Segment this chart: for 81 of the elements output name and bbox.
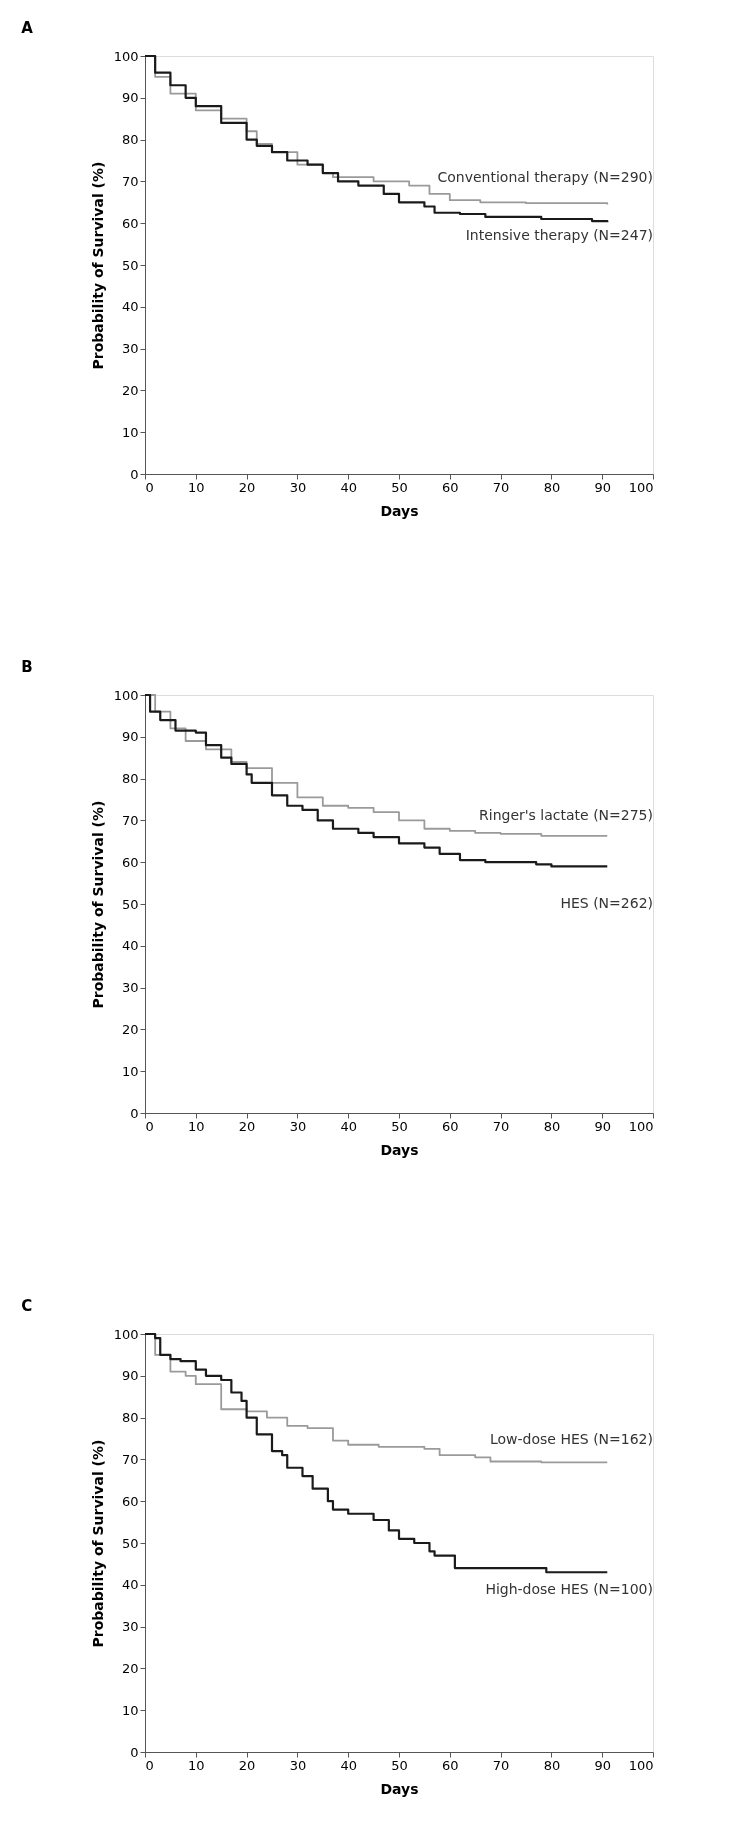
y-axis-title: Probability of Survival (%) <box>89 800 106 1009</box>
x-tick-label: 40 <box>340 1757 357 1773</box>
x-tick-label: 10 <box>188 1118 205 1134</box>
x-tick-label: 80 <box>543 479 561 495</box>
y-tick-label: 80 <box>121 132 139 148</box>
y-tick-label: 30 <box>121 341 139 357</box>
x-tick-label: 50 <box>391 1757 408 1773</box>
y-tick-label: 30 <box>121 1619 139 1635</box>
y-tick-label: 40 <box>121 938 139 954</box>
x-tick-label: 20 <box>238 479 256 495</box>
x-tick-label: 80 <box>543 1118 561 1134</box>
x-tick-label: 90 <box>594 1757 611 1773</box>
x-tick-label: 100 <box>628 479 654 495</box>
x-tick-label: 20 <box>238 1118 256 1134</box>
y-tick-label: 100 <box>113 48 139 64</box>
x-tick-label: 70 <box>492 1757 510 1773</box>
y-tick-label: 90 <box>121 1368 139 1384</box>
y-tick-label: 90 <box>121 90 139 106</box>
y-tick-label: 90 <box>121 729 139 745</box>
y-tick-label: 30 <box>121 980 139 996</box>
x-tick-label: 100 <box>628 1757 654 1773</box>
y-tick-label: 80 <box>121 1410 139 1426</box>
x-tick-label: 20 <box>238 1757 256 1773</box>
y-tick-label: 60 <box>121 215 139 231</box>
x-tick-label: 90 <box>594 479 611 495</box>
y-tick-label: 50 <box>121 896 139 912</box>
chart-title: B <box>21 658 33 676</box>
series-label: Intensive therapy (N=247) <box>465 227 653 244</box>
y-tick-label: 0 <box>130 466 139 482</box>
x-tick-label: 0 <box>145 1757 154 1773</box>
chart-title: A <box>21 19 34 37</box>
x-tick-label: 60 <box>442 1757 459 1773</box>
y-tick-label: 70 <box>121 812 139 828</box>
x-tick-label: 30 <box>289 1757 307 1773</box>
x-tick-label: 70 <box>492 479 510 495</box>
y-tick-label: 40 <box>121 1577 139 1593</box>
y-tick-label: 10 <box>121 1063 139 1079</box>
series-label: Conventional therapy (N=290) <box>437 169 653 186</box>
x-tick-label: 60 <box>442 1118 459 1134</box>
x-tick-label: 50 <box>391 1118 408 1134</box>
y-tick-label: 70 <box>121 173 139 189</box>
y-tick-label: 100 <box>113 687 139 703</box>
y-tick-label: 50 <box>121 257 139 273</box>
y-tick-label: 60 <box>121 1493 139 1509</box>
chart-title: C <box>21 1297 33 1315</box>
y-tick-label: 10 <box>121 1702 139 1718</box>
x-tick-label: 0 <box>145 1118 154 1134</box>
y-tick-label: 100 <box>113 1326 139 1342</box>
y-axis-title: Probability of Survival (%) <box>89 161 106 370</box>
x-tick-label: 60 <box>442 479 459 495</box>
y-tick-label: 50 <box>121 1535 139 1551</box>
y-tick-label: 40 <box>121 299 139 315</box>
y-tick-label: 0 <box>130 1744 139 1760</box>
x-tick-label: 80 <box>543 1757 561 1773</box>
x-tick-label: 30 <box>289 479 307 495</box>
x-tick-label: 10 <box>188 1757 205 1773</box>
x-tick-label: 10 <box>188 479 205 495</box>
text: HES (N=262) <box>560 895 653 912</box>
x-tick-label: 100 <box>628 1118 654 1134</box>
x-tick-label: 70 <box>492 1118 510 1134</box>
y-axis-title: Probability of Survival (%) <box>89 1439 106 1648</box>
y-tick-label: 0 <box>130 1105 139 1121</box>
y-tick-label: 20 <box>121 1660 139 1676</box>
x-tick-label: 90 <box>594 1118 611 1134</box>
y-tick-label: 80 <box>121 771 139 787</box>
series-label: Ringer's lactate (N=275) <box>479 806 653 823</box>
y-tick-label: 70 <box>121 1451 139 1467</box>
series-label: Low-dose HES (N=162) <box>490 1431 653 1448</box>
x-axis-title: Days <box>380 502 419 519</box>
x-axis-title: Days <box>380 1141 419 1158</box>
x-axis-title: Days <box>380 1780 419 1797</box>
x-tick-label: 0 <box>145 479 154 495</box>
y-tick-label: 60 <box>121 854 139 870</box>
y-tick-label: 20 <box>121 382 139 398</box>
y-tick-label: 10 <box>121 424 139 440</box>
x-tick-label: 40 <box>340 1118 357 1134</box>
x-tick-label: 30 <box>289 1118 307 1134</box>
x-tick-label: 40 <box>340 479 357 495</box>
y-tick-label: 20 <box>121 1021 139 1037</box>
x-tick-label: 50 <box>391 479 408 495</box>
series-label: High-dose HES (N=100) <box>485 1581 653 1598</box>
